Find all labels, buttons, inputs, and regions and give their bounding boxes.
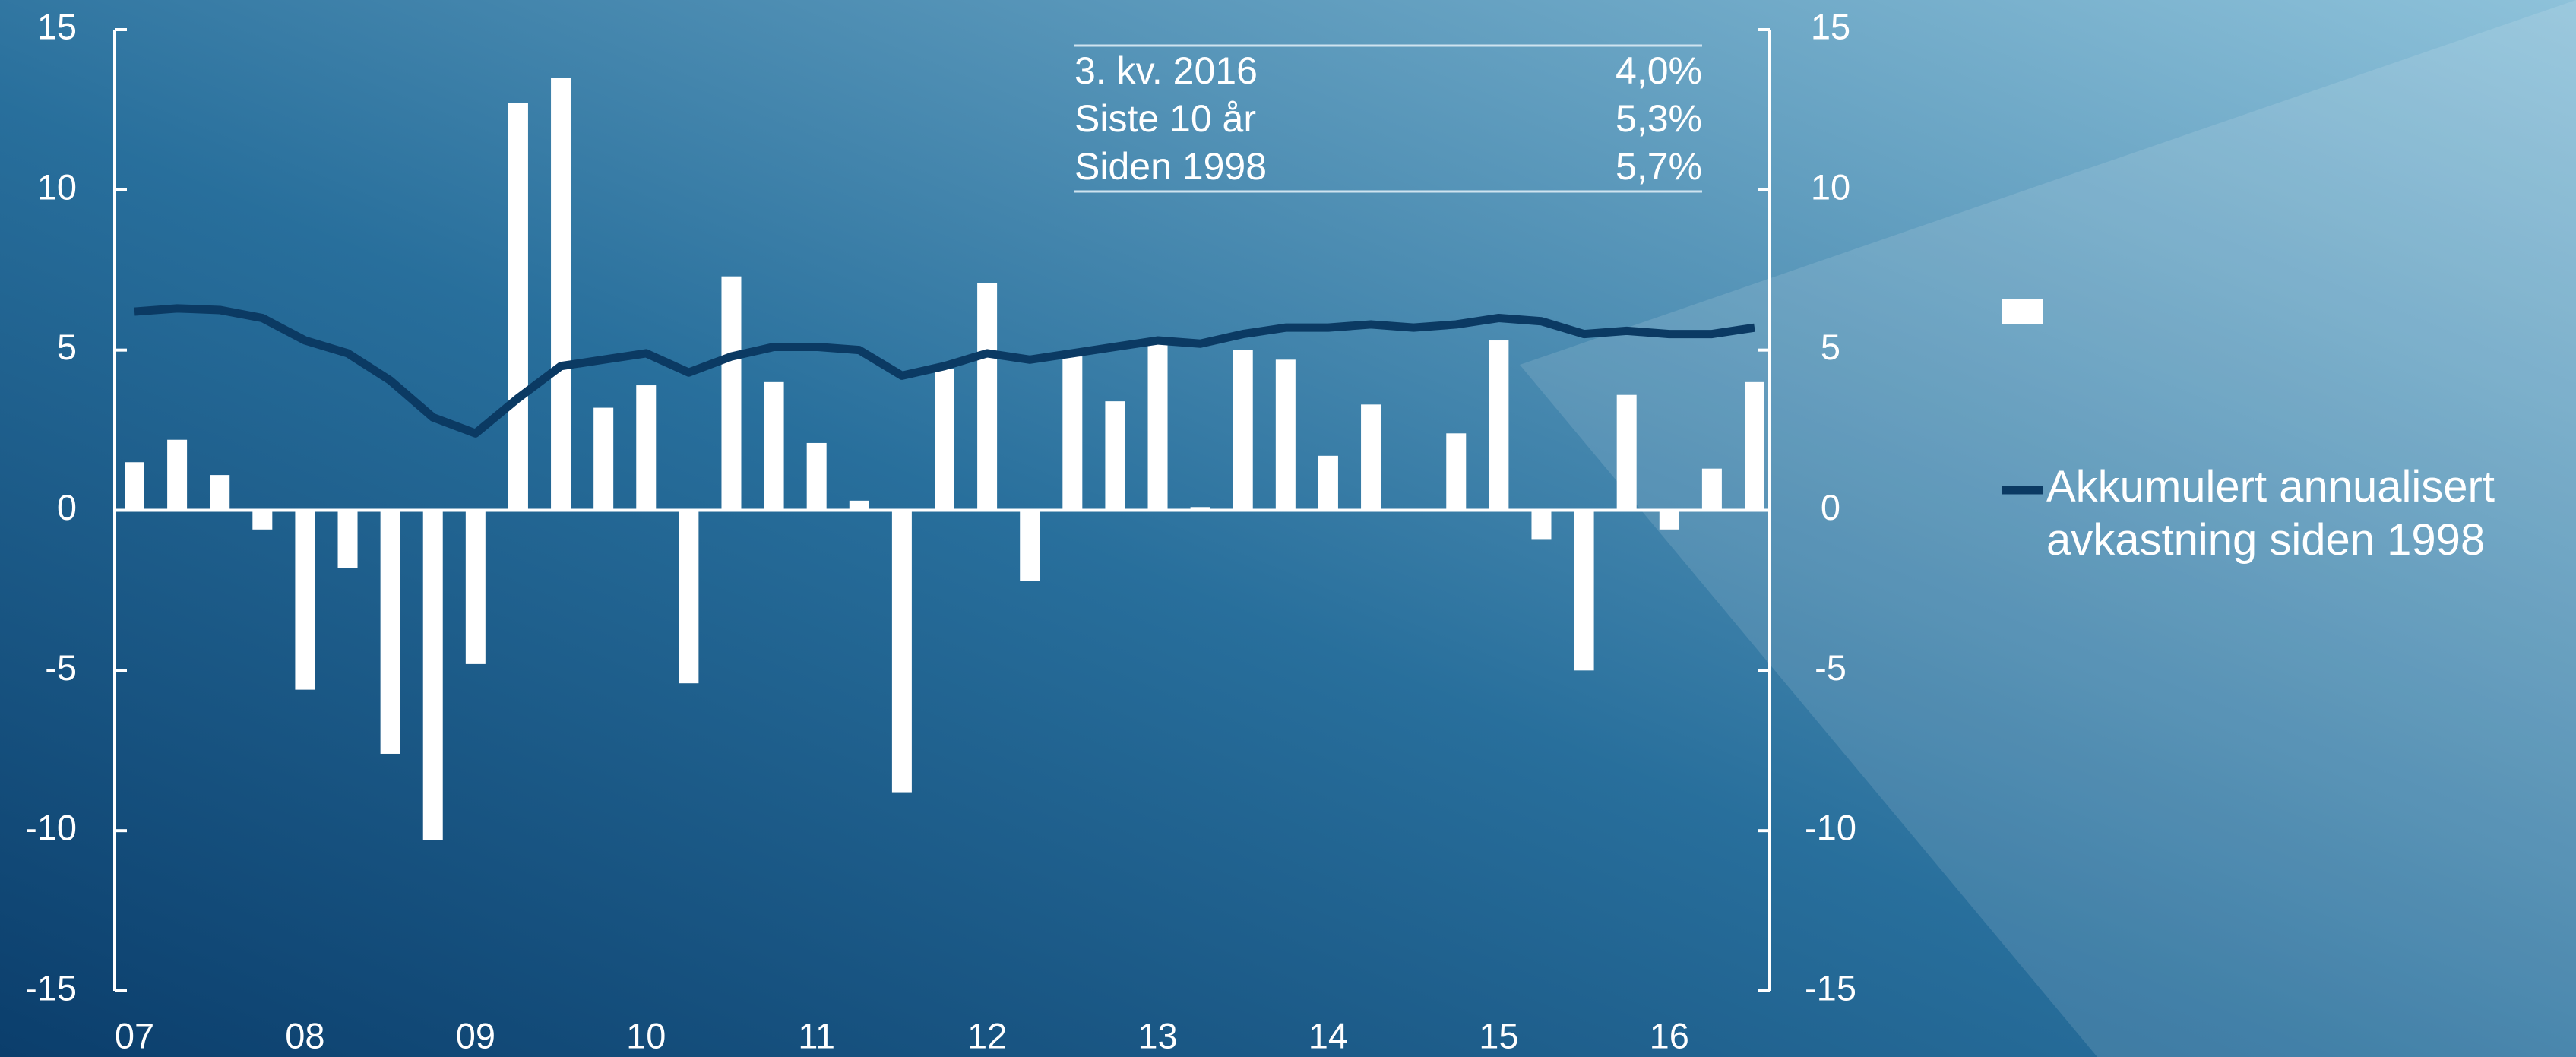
y-tick-label: 5 (57, 327, 77, 367)
bar (593, 407, 614, 511)
bar (1275, 359, 1296, 511)
y2-tick-label: 15 (1811, 6, 1850, 46)
bar (337, 510, 358, 568)
bar (721, 276, 742, 511)
bar (1105, 401, 1125, 511)
info-label: Siden 1998 (1074, 145, 1267, 188)
bar (465, 510, 486, 664)
bar (806, 442, 827, 511)
y-tick-label: -5 (45, 647, 77, 688)
y-tick-label: 10 (37, 166, 77, 207)
y-tick-label: -15 (25, 967, 77, 1008)
bar (1062, 356, 1083, 511)
x-tick-label: 09 (456, 1015, 495, 1055)
info-value: 4,0% (1616, 49, 1702, 92)
bar (977, 283, 998, 511)
bar (1616, 394, 1637, 511)
bar (1233, 350, 1253, 511)
info-value: 5,3% (1616, 97, 1702, 140)
x-tick-label: 11 (798, 1015, 835, 1055)
bar (849, 500, 869, 511)
bar (125, 462, 144, 511)
legend-label: Akkumulert annualisert avkastning siden 1… (2046, 462, 2495, 565)
x-tick-label: 12 (967, 1015, 1007, 1055)
bar (1446, 433, 1467, 511)
y2-tick-label: -5 (1815, 647, 1847, 688)
x-tick-label: 08 (285, 1015, 324, 1055)
bar (380, 510, 400, 754)
line (134, 304, 1755, 438)
bar (1659, 510, 1679, 530)
y2-tick-label: 5 (1821, 327, 1840, 367)
legend-swatch (2002, 299, 2043, 324)
bar (210, 475, 230, 511)
bar (295, 510, 315, 690)
y-tick-label: -10 (25, 808, 77, 848)
bar (551, 78, 571, 511)
info-value: 5,7% (1616, 145, 1702, 188)
info-label: Siste 10 år (1074, 97, 1256, 140)
x-tick-label: 13 (1138, 1015, 1177, 1055)
x-tick-label: 07 (115, 1015, 154, 1055)
bar (167, 439, 188, 511)
bar (1531, 510, 1552, 540)
x-tick-label: 10 (626, 1015, 666, 1055)
bar (508, 103, 528, 511)
y-tick-label: 0 (57, 487, 77, 527)
y2-tick-label: -15 (1805, 967, 1856, 1008)
bar (1361, 404, 1381, 511)
bar (1745, 381, 1764, 511)
info-label: 3. kv. 2016 (1074, 49, 1258, 92)
legend-label-line: avkastning siden 1998 (2046, 515, 2485, 565)
bar (422, 510, 443, 840)
bar (891, 510, 912, 793)
bar (636, 385, 657, 511)
bar (1190, 507, 1210, 511)
legend-label-line: Akkumulert annualisert (2046, 462, 2495, 511)
bar (1489, 340, 1509, 511)
bar (1318, 455, 1338, 511)
bar (1020, 510, 1040, 581)
y-tick-label: 15 (37, 6, 77, 46)
bar (252, 510, 273, 530)
bar (1701, 468, 1722, 511)
x-tick-label: 16 (1650, 1015, 1689, 1055)
y2-tick-label: 0 (1821, 487, 1840, 527)
x-tick-label: 15 (1479, 1015, 1518, 1055)
x-tick-label: 14 (1309, 1015, 1348, 1055)
background-shape (1520, 0, 2576, 1057)
bar (1147, 340, 1168, 511)
y2-tick-label: -10 (1805, 808, 1856, 848)
bar (1574, 510, 1594, 671)
bar (935, 369, 954, 511)
bar (679, 510, 699, 684)
bar (764, 381, 784, 511)
y2-tick-label: 10 (1811, 166, 1850, 207)
